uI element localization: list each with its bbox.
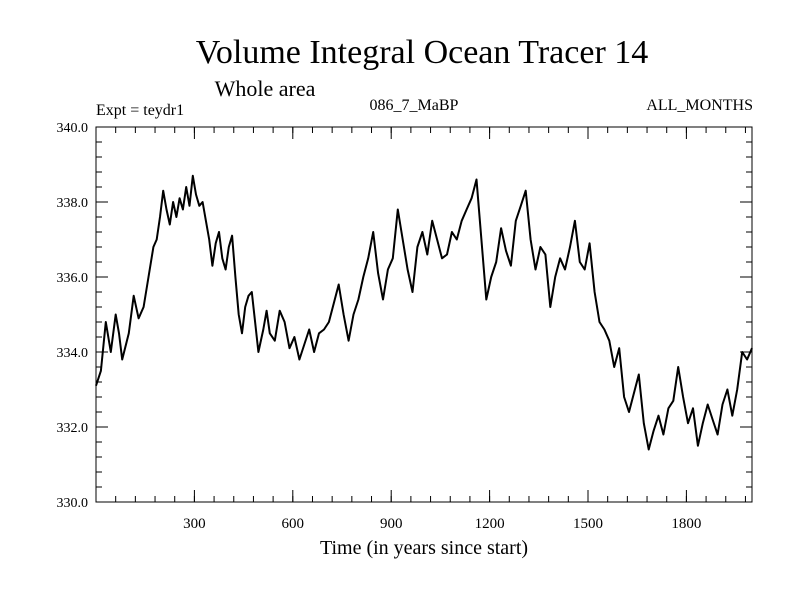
y-tick-label: 334.0 xyxy=(57,346,89,361)
annotation-right: ALL_MONTHS xyxy=(646,97,753,114)
x-tick-label: 900 xyxy=(380,516,403,532)
plot-frame xyxy=(95,126,753,503)
y-axis-ticks: 330.0 332.0 334.0 336.0 338.0 340.0 xyxy=(57,121,752,511)
chart-title: Volume Integral Ocean Tracer 14 xyxy=(196,34,649,71)
y-tick-label: 332.0 xyxy=(57,421,89,436)
chart-subtitle: Whole area xyxy=(215,76,316,101)
x-tick-label: 1500 xyxy=(573,516,603,532)
x-axis-ticks: 300 600 900 1200 1500 1800 xyxy=(115,127,746,532)
y-tick-label: 338.0 xyxy=(57,196,89,211)
series-line xyxy=(95,174,753,451)
x-axis-label: Time (in years since start) xyxy=(320,537,528,559)
y-tick-label: 330.0 xyxy=(57,496,89,511)
x-tick-label: 600 xyxy=(282,516,305,532)
annotation-left: Expt = teydr1 xyxy=(96,102,184,119)
y-tick-label: 336.0 xyxy=(57,271,89,286)
x-tick-label: 1800 xyxy=(671,516,701,532)
x-tick-label: 1200 xyxy=(475,516,505,532)
y-tick-label: 340.0 xyxy=(57,121,89,136)
x-tick-label: 300 xyxy=(183,516,206,532)
annotation-center: 086_7_MaBP xyxy=(370,97,459,114)
